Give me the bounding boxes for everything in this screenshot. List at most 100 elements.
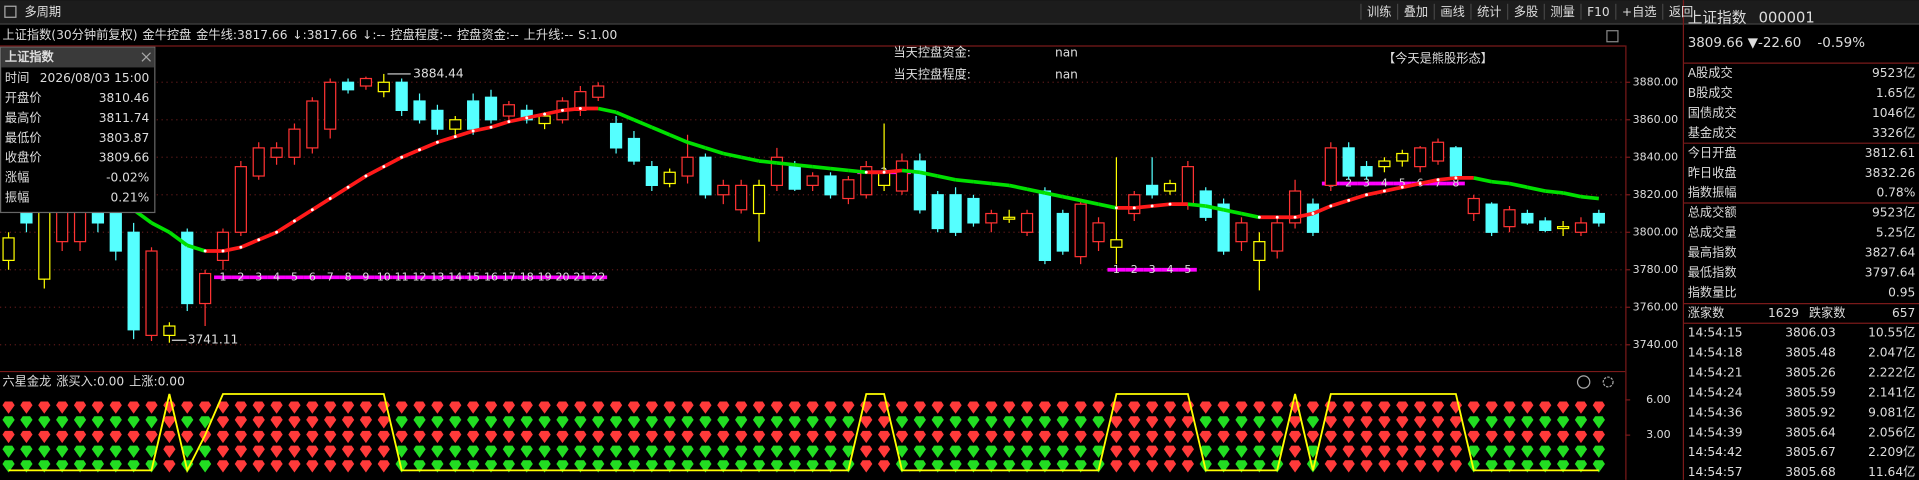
note-value: nan — [1055, 67, 1078, 81]
candle-body — [574, 91, 587, 111]
signal-diamond — [1360, 401, 1373, 414]
signal-diamond — [949, 416, 962, 429]
signal-diamond — [1056, 401, 1069, 414]
toolbar-button[interactable]: +自选 — [1622, 5, 1657, 19]
candle-body — [467, 100, 480, 130]
signal-diamond — [288, 445, 301, 458]
signal-diamond — [288, 430, 301, 444]
candle-body — [1110, 239, 1123, 248]
signal-diamond — [1038, 460, 1052, 473]
trend-dot — [1257, 215, 1261, 219]
candle-body — [1360, 166, 1373, 177]
signal-diamond — [1539, 430, 1552, 444]
info-close[interactable] — [141, 52, 151, 62]
toolbar-button[interactable]: F10 — [1587, 5, 1610, 19]
tick-time: 14:54:42 — [1688, 445, 1743, 459]
candle-body — [1253, 241, 1266, 262]
signal-diamond — [860, 460, 873, 473]
candle-body — [1038, 190, 1052, 262]
signal-diamond — [788, 460, 801, 473]
tick-price: 3806.03 — [1785, 326, 1836, 340]
signal-diamond — [860, 430, 873, 444]
signal-diamond — [824, 416, 837, 429]
signal-diamond — [1199, 430, 1212, 444]
signal-diamond — [1110, 416, 1123, 429]
count-label: 22 — [591, 270, 605, 283]
signal-diamond — [324, 430, 337, 444]
signal-diamond — [1360, 460, 1373, 473]
header-item: 上升线:-- — [524, 28, 574, 42]
y-tick-label: 3820.00 — [1633, 188, 1679, 201]
signal-diamond — [967, 430, 980, 444]
toolbar-button[interactable]: 返回 — [1669, 5, 1693, 19]
signal-diamond — [877, 416, 891, 429]
signal-diamond — [288, 460, 301, 473]
signal-diamond — [288, 416, 301, 429]
tick-volume: 11.64亿 — [1868, 464, 1915, 479]
signal-diamond — [699, 460, 712, 473]
signal-diamond — [1110, 460, 1123, 473]
candle-body — [824, 175, 837, 196]
trend-line — [919, 170, 939, 178]
signal-diamond — [1253, 445, 1266, 458]
trend-line — [830, 166, 849, 173]
toolbar-button[interactable]: 多股 — [1514, 5, 1538, 19]
signal-diamond — [413, 416, 426, 429]
candle-body — [359, 77, 373, 87]
toolbar-button[interactable]: 画线 — [1440, 5, 1464, 19]
toolbar-button[interactable]: 测量 — [1550, 5, 1574, 19]
signal-diamond — [1038, 401, 1052, 414]
count-label: 5 — [291, 270, 298, 283]
trend-line — [883, 168, 903, 175]
tick-price: 3805.48 — [1785, 345, 1836, 359]
signal-diamond — [574, 460, 587, 473]
close-icon[interactable] — [1576, 375, 1591, 389]
trend-dot — [1275, 215, 1279, 219]
trend-dot — [1400, 185, 1404, 189]
signal-diamond — [735, 445, 748, 458]
signal-diamond — [931, 460, 944, 473]
signal-diamond — [1217, 416, 1230, 429]
trend-line — [508, 116, 528, 124]
count-label: 5 — [1184, 263, 1191, 276]
candle-body — [788, 166, 801, 190]
signal-diamond — [592, 416, 605, 429]
signal-diamond — [770, 430, 784, 444]
quote-row-value: 3812.61 — [1865, 146, 1916, 160]
trend-line — [150, 221, 171, 234]
header-item: 控盘程度:-- — [390, 27, 452, 42]
signal-diamond — [1414, 401, 1427, 414]
signal-diamond — [1592, 401, 1605, 414]
quote-row-value: 5.25亿 — [1876, 225, 1915, 240]
signal-diamond — [1467, 416, 1480, 429]
settings-icon[interactable] — [1602, 376, 1614, 388]
trend-line — [1580, 194, 1600, 201]
trend-line — [1437, 176, 1457, 182]
signal-diamond — [502, 430, 515, 444]
toolbar-button[interactable]: 叠加 — [1404, 5, 1428, 19]
candle-body — [877, 171, 891, 187]
trend-line — [240, 238, 260, 249]
signal-diamond — [967, 445, 980, 458]
signal-diamond — [949, 430, 962, 444]
count-label: 21 — [573, 270, 587, 283]
signal-diamond — [1163, 416, 1177, 429]
signal-diamond — [1521, 460, 1534, 473]
candle-body — [2, 237, 15, 262]
quote-change-pct: -0.59% — [1817, 36, 1865, 51]
signal-diamond — [2, 416, 15, 429]
signal-diamond — [717, 445, 730, 458]
y-tick-label: 3840.00 — [1633, 150, 1679, 163]
toolbar-button[interactable]: 统计 — [1477, 5, 1501, 19]
signal-diamond — [681, 416, 694, 429]
signal-diamond — [717, 430, 730, 444]
signal-diamond — [413, 445, 426, 458]
trend-line — [347, 174, 367, 189]
signal-diamond — [627, 430, 641, 444]
toolbar-button[interactable]: 训练 — [1367, 4, 1391, 19]
trend-line — [275, 219, 296, 234]
signal-diamond — [1431, 445, 1445, 458]
quote-row-label: 最高指数 — [1688, 245, 1737, 260]
toolbar-label[interactable]: 多周期 — [24, 5, 61, 19]
trend-line — [186, 243, 206, 253]
